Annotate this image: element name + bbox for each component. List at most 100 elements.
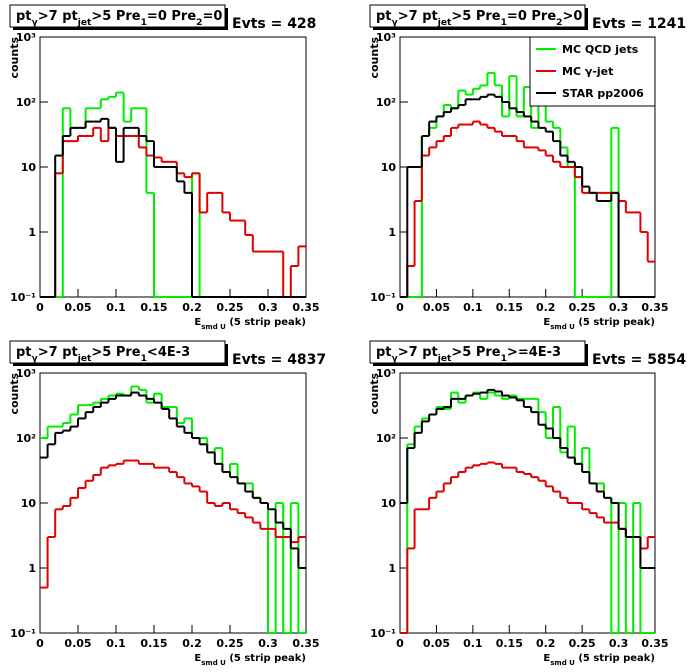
text-part: =0 Pre <box>507 9 556 24</box>
text-part: pt <box>16 345 32 360</box>
x-tick-label: 0.15 <box>496 301 523 314</box>
title-box <box>369 4 586 28</box>
subscript: smd U <box>201 323 226 331</box>
chart-title: ptγ>7 ptjet>5 Pre1<4E-3 <box>16 345 190 364</box>
x-tick-label: 0 <box>36 637 44 650</box>
x-tick-label: 0.2 <box>182 637 202 650</box>
y-tick-label: 10² <box>376 432 396 445</box>
y-tick-label: 10⁻¹ <box>10 291 36 304</box>
y-axis-label: counts <box>368 373 381 415</box>
text-part: (5 strip peak) <box>575 317 655 328</box>
subscript: jet <box>437 18 452 28</box>
histogram-panel: ptγ>7 ptjet>5 Pre 1 >=4E-3 Evts = 5854 0 0.05… <box>368 340 686 667</box>
y-tick-label: 10⁻¹ <box>370 291 396 304</box>
x-tick-label: 0.25 <box>216 637 243 650</box>
y-tick-label: 10 <box>381 161 397 174</box>
subscript: γ <box>392 354 399 364</box>
x-axis-label: Esmd U (5 strip peak) <box>194 317 306 331</box>
x-tick-label: 0 <box>396 637 404 650</box>
y-tick-label: 10 <box>21 161 37 174</box>
y-tick-label: 10² <box>376 96 396 109</box>
x-tick-label: 0.1 <box>463 637 483 650</box>
x-tick-label: 0.1 <box>106 637 126 650</box>
subscript: γ <box>392 18 399 28</box>
subscript: smd U <box>550 659 575 667</box>
y-tick-label: 10⁻¹ <box>370 627 396 640</box>
text-part: >0 <box>562 9 582 24</box>
subscript: 1 <box>141 354 147 364</box>
y-tick-label: 1 <box>388 562 396 575</box>
x-tick-label: 0.25 <box>569 301 596 314</box>
text-part: >7 pt <box>38 9 78 24</box>
y-tick-label: 10² <box>16 96 36 109</box>
x-tick-label: 0.15 <box>140 637 167 650</box>
x-tick-label: 0.35 <box>641 301 668 314</box>
subscript: γ <box>32 354 39 364</box>
annotation: Evts = 4837 <box>232 352 326 368</box>
y-axis-label: counts <box>8 373 21 415</box>
text-part: E <box>194 653 201 664</box>
text-part: (5 strip peak) <box>226 317 306 328</box>
subscript: smd U <box>201 659 226 667</box>
x-tick-label: 0.05 <box>64 637 91 650</box>
text-part: pt <box>376 345 392 360</box>
x-tick-label: 0.2 <box>536 301 556 314</box>
text-part: >5 Pre <box>91 9 140 24</box>
title-box <box>9 4 226 28</box>
x-tick-label: 0 <box>36 301 44 314</box>
x-tick-label: 0.05 <box>423 301 450 314</box>
x-tick-label: 0.35 <box>641 637 668 650</box>
y-axis-label: counts <box>368 37 381 79</box>
x-tick-label: 0.05 <box>64 301 91 314</box>
text-part: >7 pt <box>398 345 438 360</box>
y-tick-label: 10 <box>381 497 397 510</box>
x-tick-label: 0.05 <box>423 637 450 650</box>
chart-title: ptγ>7 ptjet>5 Pre1=0 Pre2=0 <box>16 9 222 28</box>
y-tick-label: 1 <box>28 562 36 575</box>
y-axis-label: counts <box>8 37 21 79</box>
y-tick-label: 10⁻¹ <box>10 627 36 640</box>
legend-label: MC γ-jet <box>562 65 613 78</box>
legend-label: STAR pp2006 <box>562 87 644 100</box>
text-part: E <box>543 653 550 664</box>
subscript: γ <box>32 18 39 28</box>
chart-title: ptγ>7 ptjet>5 Pre1>=4E-3 <box>376 345 561 364</box>
x-tick-label: 0.15 <box>140 301 167 314</box>
subscript: 2 <box>196 18 202 28</box>
y-tick-label: 1 <box>28 226 36 239</box>
x-tick-label: 0.1 <box>106 301 126 314</box>
legend: MC QCD jets MC γ-jet STAR pp2006 <box>529 36 656 107</box>
x-tick-label: 0.3 <box>258 301 278 314</box>
text-part: E <box>543 317 550 328</box>
x-tick-label: 0.35 <box>292 637 319 650</box>
x-tick-label: 0.3 <box>609 637 629 650</box>
text-part: >=4E-3 <box>507 345 561 360</box>
text-part: (5 strip peak) <box>575 653 655 664</box>
subscript: jet <box>77 354 92 364</box>
text-part: E <box>194 317 201 328</box>
x-tick-label: 0.15 <box>496 637 523 650</box>
y-tick-label: 10³ <box>376 367 396 380</box>
text-part: >7 pt <box>398 9 438 24</box>
chart-title: ptγ>7 ptjet>5 Pre1=0 Pre2>0 <box>376 9 582 28</box>
text-part: >5 Pre <box>451 345 500 360</box>
x-tick-label: 0.3 <box>609 301 629 314</box>
text-part: <4E-3 <box>147 345 190 360</box>
text-part: =0 <box>202 9 222 24</box>
x-axis-label: Esmd U (5 strip peak) <box>543 653 655 667</box>
subscript: jet <box>437 354 452 364</box>
annotation: Evts = 5854 <box>592 352 686 368</box>
y-tick-label: 10³ <box>16 31 36 44</box>
text-part: =0 Pre <box>147 9 196 24</box>
title-box <box>9 340 226 364</box>
x-axis-label: Esmd U (5 strip peak) <box>543 317 655 331</box>
x-tick-label: 0.1 <box>463 301 483 314</box>
x-tick-label: 0.2 <box>182 301 202 314</box>
x-tick-label: 0.25 <box>216 301 243 314</box>
y-tick-label: 1 <box>388 226 396 239</box>
